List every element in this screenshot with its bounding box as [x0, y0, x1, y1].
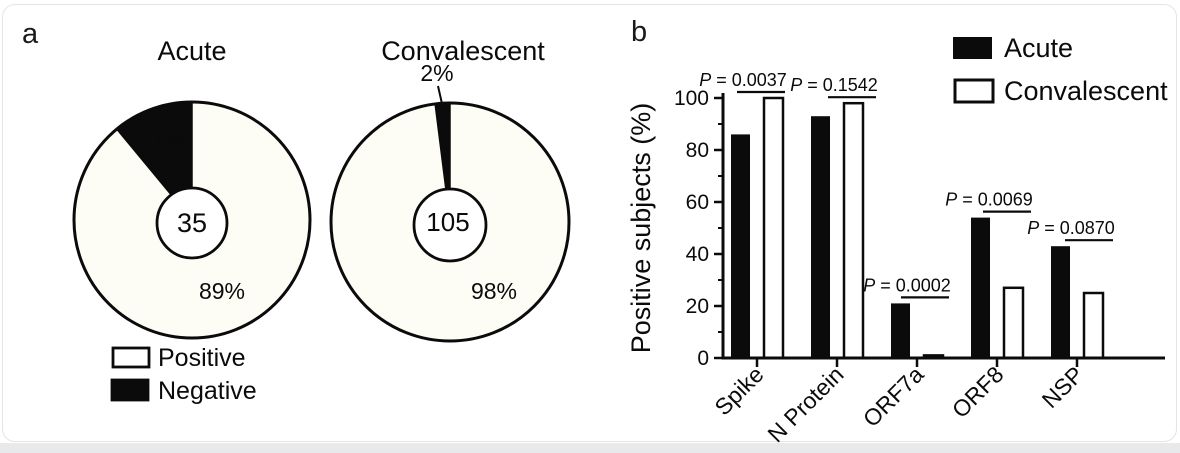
y-tick-label: 0	[697, 347, 709, 370]
bar-chart-axes	[714, 93, 1165, 367]
convalescent-pie	[329, 101, 571, 343]
legend-positive-label: Positive	[158, 344, 246, 372]
legend-negative-label: Negative	[158, 377, 257, 405]
p-value-nsp: P = 0.0870	[1027, 218, 1115, 238]
p-value-orf7a: P = 0.0002	[863, 275, 951, 295]
convalescent-center-circle	[412, 187, 488, 263]
bar-chart-p-values: P = 0.0037 P = 0.1542 P = 0.0002 P = 0.0069…	[699, 70, 1115, 299]
bar-acute-n-protein	[811, 116, 830, 358]
acute-pie-title: Acute	[157, 36, 226, 66]
bar-convalescent-nsp	[1082, 291, 1105, 360]
bar-chart-y-axis-title: Positive subjects (%)	[626, 103, 656, 354]
bar-convalescent-n-protein	[842, 101, 865, 360]
acute-negative-pct-label: 11%	[141, 127, 185, 153]
y-tick-label: 60	[686, 191, 709, 214]
legend-acute-label: Acute	[1004, 33, 1073, 63]
x-label-nsp: NSP	[1037, 361, 1089, 413]
bar-acute-orf8	[971, 217, 990, 358]
acute-positive-pct-label: 89%	[199, 278, 245, 304]
bar-chart-bars	[731, 96, 1105, 360]
y-tick-label: 80	[686, 139, 709, 162]
y-tick-label: 100	[674, 87, 709, 110]
convalescent-pct-leader-line	[437, 85, 444, 107]
panel-b-label: b	[631, 16, 648, 48]
x-label-spike: Spike	[709, 361, 768, 420]
x-label-n-protein: N Protein	[762, 361, 848, 447]
acute-pie	[72, 100, 312, 340]
bar-convalescent-spike	[762, 96, 785, 360]
x-label-orf8: ORF8	[947, 361, 1009, 423]
convalescent-pie-title: Convalescent	[381, 36, 545, 66]
acute-center-circle	[155, 186, 229, 260]
convalescent-positive-pct-label: 98%	[471, 278, 517, 304]
legend-convalescent-label: Convalescent	[1004, 76, 1168, 106]
bar-acute-orf7a	[891, 303, 910, 358]
legend-positive-swatch	[111, 346, 151, 369]
legend-convalescent-swatch	[953, 78, 995, 104]
bar-chart-y-tick-labels: 0 20 40 60 80 100	[674, 87, 709, 370]
acute-negative-slice	[115, 101, 193, 223]
convalescent-n-label: 105	[426, 207, 469, 237]
x-label-orf7a: ORF7a	[858, 361, 929, 432]
page-background-strip	[0, 443, 1180, 453]
y-tick-label: 20	[686, 295, 709, 318]
acute-n-label: 35	[177, 208, 207, 238]
panel-a-label: a	[22, 18, 39, 50]
p-value-spike: P = 0.0037	[699, 70, 787, 90]
convalescent-negative-pct-label: 2%	[420, 60, 453, 86]
bar-convalescent-orf8	[1002, 286, 1025, 360]
p-value-n-protein: P = 0.1542	[790, 75, 878, 95]
legend-negative-swatch	[110, 378, 150, 402]
legend-acute-swatch	[953, 37, 992, 59]
bar-acute-nsp	[1051, 246, 1070, 358]
y-tick-label: 40	[686, 243, 709, 266]
p-value-orf8: P = 0.0069	[945, 190, 1033, 210]
bar-acute-spike	[731, 134, 750, 358]
